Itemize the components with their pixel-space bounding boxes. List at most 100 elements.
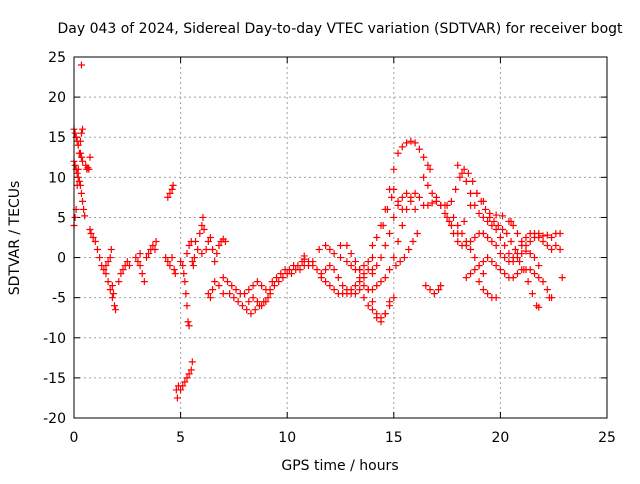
data-point [164, 193, 172, 201]
data-point [322, 242, 330, 250]
data-point [360, 274, 368, 282]
data-point [531, 270, 539, 278]
data-point [251, 306, 259, 314]
data-point [77, 129, 85, 137]
data-point [479, 213, 487, 221]
data-point [226, 290, 234, 298]
data-point [330, 286, 338, 294]
data-point [471, 254, 479, 262]
data-point [169, 181, 177, 189]
data-point [488, 221, 496, 229]
data-point [343, 242, 351, 250]
data-point [184, 318, 192, 326]
data-point [548, 234, 556, 241]
data-point [518, 238, 526, 246]
data-point [209, 286, 217, 294]
data-point [275, 278, 283, 286]
data-point [258, 302, 266, 310]
data-point [206, 234, 214, 241]
data-point [484, 234, 492, 241]
data-point [171, 270, 179, 278]
data-point [496, 234, 504, 241]
x-tick-label: 15 [385, 430, 403, 446]
data-points [70, 61, 566, 402]
data-point [77, 153, 85, 161]
data-point [347, 250, 355, 258]
data-point [513, 270, 521, 278]
data-point [447, 221, 455, 229]
data-point [479, 258, 487, 266]
data-point [322, 278, 330, 286]
data-point [373, 314, 381, 322]
data-point [377, 318, 385, 326]
data-point [115, 278, 123, 286]
data-point [509, 254, 517, 262]
data-point [74, 141, 82, 149]
data-point [200, 225, 208, 233]
data-point [245, 298, 253, 306]
data-point [535, 262, 543, 270]
data-point [368, 298, 376, 306]
data-point [219, 274, 227, 282]
data-point [535, 229, 543, 237]
data-point [464, 169, 472, 177]
data-point [241, 290, 249, 298]
data-point [394, 197, 402, 205]
data-point [111, 302, 119, 310]
data-point [516, 258, 524, 266]
data-point [287, 270, 295, 278]
data-point [232, 286, 240, 294]
data-point [535, 303, 543, 311]
data-point [179, 262, 187, 270]
data-point [234, 298, 242, 306]
data-point [309, 262, 317, 270]
data-point [454, 221, 462, 229]
data-point [238, 302, 246, 310]
data-point [356, 286, 364, 294]
data-point [132, 254, 140, 262]
data-point [373, 262, 381, 270]
data-point [266, 290, 274, 298]
data-point [398, 193, 406, 201]
data-point [194, 246, 202, 254]
data-point [501, 270, 509, 278]
data-point [467, 189, 475, 197]
y-tick-label: -20 [43, 411, 66, 427]
data-point [100, 266, 108, 274]
data-point [469, 177, 477, 185]
data-point [377, 254, 385, 262]
data-point [258, 282, 266, 290]
data-point [492, 242, 500, 250]
data-point [356, 278, 364, 286]
data-point [435, 286, 443, 294]
data-point [199, 213, 207, 221]
data-point [373, 234, 381, 241]
data-point [452, 185, 460, 193]
data-point [330, 250, 338, 258]
data-point [166, 189, 174, 197]
data-point [398, 205, 406, 213]
data-point [475, 209, 483, 217]
data-point [432, 193, 440, 201]
data-point [180, 270, 188, 278]
data-point [524, 278, 532, 286]
data-point [535, 274, 543, 282]
data-point [501, 242, 509, 250]
data-point [177, 386, 185, 394]
data-point [247, 310, 255, 318]
data-point [179, 382, 187, 390]
data-point [209, 246, 217, 254]
data-point [198, 250, 206, 258]
data-point [360, 282, 368, 290]
data-point [430, 290, 438, 298]
data-point [270, 282, 278, 290]
data-point [368, 242, 376, 250]
y-tick-label: -10 [43, 331, 66, 347]
data-point [528, 290, 536, 298]
data-point [494, 221, 502, 229]
data-point [189, 262, 197, 270]
data-point [420, 173, 428, 181]
data-point [548, 246, 556, 254]
